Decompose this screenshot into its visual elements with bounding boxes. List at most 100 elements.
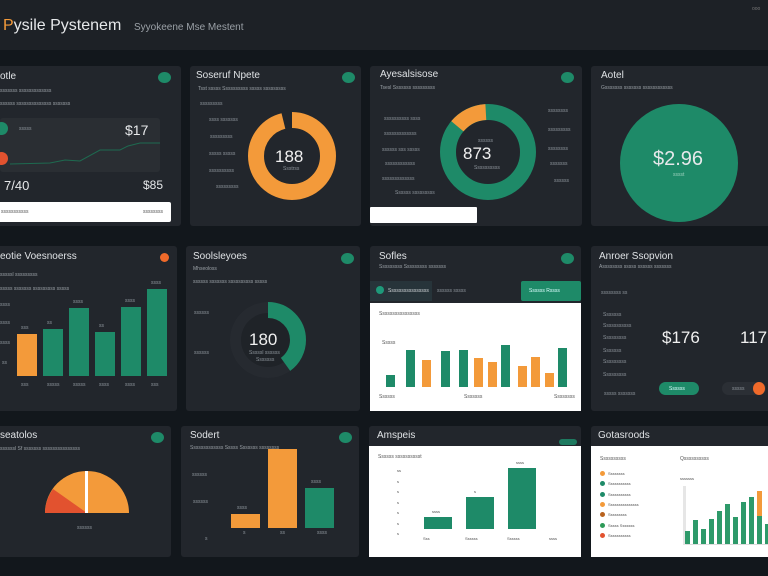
list-label: sssssssss	[210, 134, 233, 140]
title-text: ysile Pystenem	[13, 17, 122, 34]
gauge-label: ssssss	[194, 310, 209, 316]
section-label: ssssssss ss	[601, 290, 628, 296]
bar	[95, 332, 115, 376]
footer-label: sssss sssssss	[604, 391, 636, 397]
bar	[69, 308, 89, 376]
list-label: ssssssss	[548, 146, 568, 152]
bar	[749, 497, 754, 544]
list-label: ssssssssss ssss	[384, 116, 421, 122]
list-label: Ssssss sssssssss	[395, 190, 435, 196]
status-icon[interactable]	[561, 253, 574, 264]
metric-value: $17	[125, 122, 149, 138]
bar-plot: ssss s ssss Sss Ssssss Ssssss ssss	[409, 460, 579, 553]
bar	[406, 350, 415, 387]
card-title: Anroer Ssopvion	[599, 251, 673, 262]
list-label: ssssssssssss	[385, 161, 415, 167]
primary-button[interactable]: Ssssss	[659, 382, 699, 395]
bar	[43, 329, 63, 376]
gauge-inner	[241, 313, 295, 367]
bar-plot	[386, 333, 574, 387]
x-axis-label: sss	[21, 382, 29, 388]
list-label: sssssss	[550, 161, 568, 167]
status-icon[interactable]	[342, 72, 355, 83]
chart-title: Qssssssssss	[680, 456, 709, 462]
legend-title: Ssssssssss	[600, 456, 626, 462]
pie-marker	[85, 471, 88, 513]
bar	[501, 345, 510, 387]
bar-chart-card: eotie Voesnoerss sssssl sssssssss sssss …	[0, 246, 177, 411]
gauge-value: 180	[249, 330, 278, 349]
bar	[693, 520, 698, 544]
bar	[474, 358, 483, 387]
bar	[466, 496, 494, 529]
bar	[268, 449, 297, 528]
status-badge: ssss	[559, 439, 577, 445]
x-axis-label: ssss	[317, 530, 327, 536]
legend-dot-icon	[600, 522, 605, 528]
card-subtitle: Sssssssssssss Sssss Sssssss ssssssss	[190, 445, 280, 451]
bar	[422, 360, 431, 387]
list-label: Sssssssss	[603, 372, 627, 378]
sparkline-panel: sssss $17	[0, 118, 160, 172]
legend-label: Sssss Sssssss	[608, 522, 635, 528]
x-axis-label: ssss	[125, 382, 135, 388]
x-axis-label: Ssssss	[465, 536, 478, 541]
status-icon[interactable]	[561, 72, 574, 83]
bar-value-label: ss	[47, 320, 52, 326]
status-icon[interactable]	[339, 432, 352, 443]
total-value: $2.96	[653, 148, 704, 170]
toggle-knob	[753, 382, 765, 395]
app-header: Pysile Pystenem Syyokeene Mse Mestent oo…	[0, 0, 768, 50]
status-icon[interactable]	[151, 432, 164, 443]
bar	[725, 504, 730, 544]
footer-bar[interactable]	[370, 207, 477, 223]
card-subtitle: ssssssl Sf sssssss sssssssssssssss	[0, 446, 81, 452]
legend-label: Sssssssss	[608, 512, 627, 518]
x-axis-label: Ssssssss	[554, 394, 575, 400]
legend-dot-icon	[600, 481, 605, 487]
total-circle	[620, 104, 738, 222]
footer-bar[interactable]: sssssssssss ssssssss	[0, 202, 171, 222]
x-axis-label: Ssssss	[379, 394, 395, 400]
card-subtitle: sssssss sssssssssssss	[0, 88, 52, 94]
status-icon[interactable]	[158, 72, 171, 83]
footer-left: sssssssssss	[1, 209, 29, 215]
card-subtitle: Tsesl Sssssss sssssssss	[380, 85, 436, 91]
donut-caption: Ssssssssss	[474, 165, 500, 171]
legend-item: Sssssssssssssss	[600, 501, 670, 509]
axis-bar	[683, 486, 686, 545]
list-label: Sssssss	[603, 312, 622, 318]
header-corner: ooo	[752, 6, 761, 12]
tab-active[interactable]	[370, 281, 432, 301]
budget-card: Sodert Sssssssssssss Sssss Sssssss sssss…	[181, 426, 359, 557]
list-label: ssssssss	[548, 108, 568, 114]
chart-panel: Ssssssssss Qssssssssss sssssss Ssssssss S…	[591, 446, 768, 557]
bar-value-label: ssss	[151, 280, 161, 286]
x-axis-label: sss	[151, 382, 159, 388]
button-label: Ssssss Rssss	[529, 288, 560, 294]
y-axis-label: s	[397, 520, 399, 526]
x-axis-label: ss	[280, 530, 285, 536]
list-label: ssssss	[554, 178, 569, 184]
gauge-caption-2: Sssssss	[256, 357, 275, 363]
bar	[441, 351, 450, 387]
card-title: Sodert	[190, 430, 220, 441]
profile-card: otle sssssss sssssssssssss ssssss ssssss…	[0, 66, 181, 226]
status-icon[interactable]	[341, 253, 354, 264]
list-label: sssssssssssss	[384, 131, 417, 137]
list-label: sssssssss	[548, 127, 571, 133]
card-title: seatolos	[0, 430, 38, 441]
legend: Ssssssss Sssssssssss Sssssssssss Ssssssssss…	[600, 470, 670, 550]
y-axis-label: ss	[397, 468, 401, 473]
action-button[interactable]: Ssssss Rssss	[521, 281, 581, 301]
axis-label: sssssss	[680, 476, 694, 481]
tab-2[interactable]: ssssss sssss	[437, 288, 466, 294]
alert-dot-icon[interactable]	[160, 253, 169, 262]
total-card: Aotel Gsssssss sssssss ssssssssssss $2.9…	[591, 66, 768, 226]
toggle-switch[interactable]: sssss	[722, 382, 766, 395]
y-axis-label: s	[397, 510, 399, 515]
bar-value-label: sss	[21, 325, 29, 331]
bar	[709, 519, 714, 544]
list-label: ssssss sss sssss	[382, 147, 420, 153]
card-title: Amspeis	[377, 430, 416, 441]
